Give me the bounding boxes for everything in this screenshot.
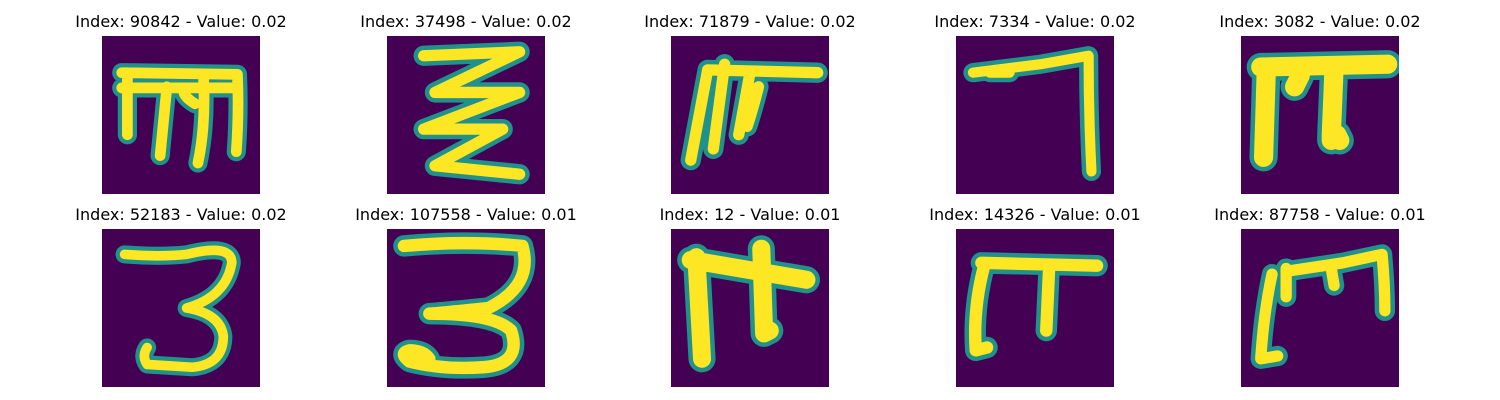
panel-title: Index: 3082 - Value: 0.02: [1219, 12, 1421, 31]
panel-title: Index: 7334 - Value: 0.02: [934, 12, 1136, 31]
glyph-image-pi-curved: [956, 229, 1114, 387]
glyph-image-ornate-m: [102, 36, 260, 194]
glyph-image-three-loop: [387, 229, 545, 387]
panel-title: Index: 37498 - Value: 0.02: [360, 12, 572, 31]
panel-title: Index: 71879 - Value: 0.02: [644, 12, 856, 31]
panel-title: Index: 107558 - Value: 0.01: [355, 205, 577, 224]
glyph-image-m-bracket: [1241, 229, 1399, 387]
panel-title: Index: 14326 - Value: 0.01: [929, 205, 1141, 224]
panel-title: Index: 87758 - Value: 0.01: [1214, 205, 1426, 224]
glyph-image-zigzag: [387, 36, 545, 194]
panel-title: Index: 90842 - Value: 0.02: [75, 12, 287, 31]
glyph-image-seven: [956, 36, 1114, 194]
panel-title: Index: 12 - Value: 0.01: [659, 205, 841, 224]
glyph-image-pi: [1241, 36, 1399, 194]
panel-title: Index: 52183 - Value: 0.02: [75, 205, 287, 224]
glyph-image-f-hook: [671, 229, 829, 387]
glyph-image-rake: [671, 36, 829, 194]
glyph-image-three: [102, 229, 260, 387]
